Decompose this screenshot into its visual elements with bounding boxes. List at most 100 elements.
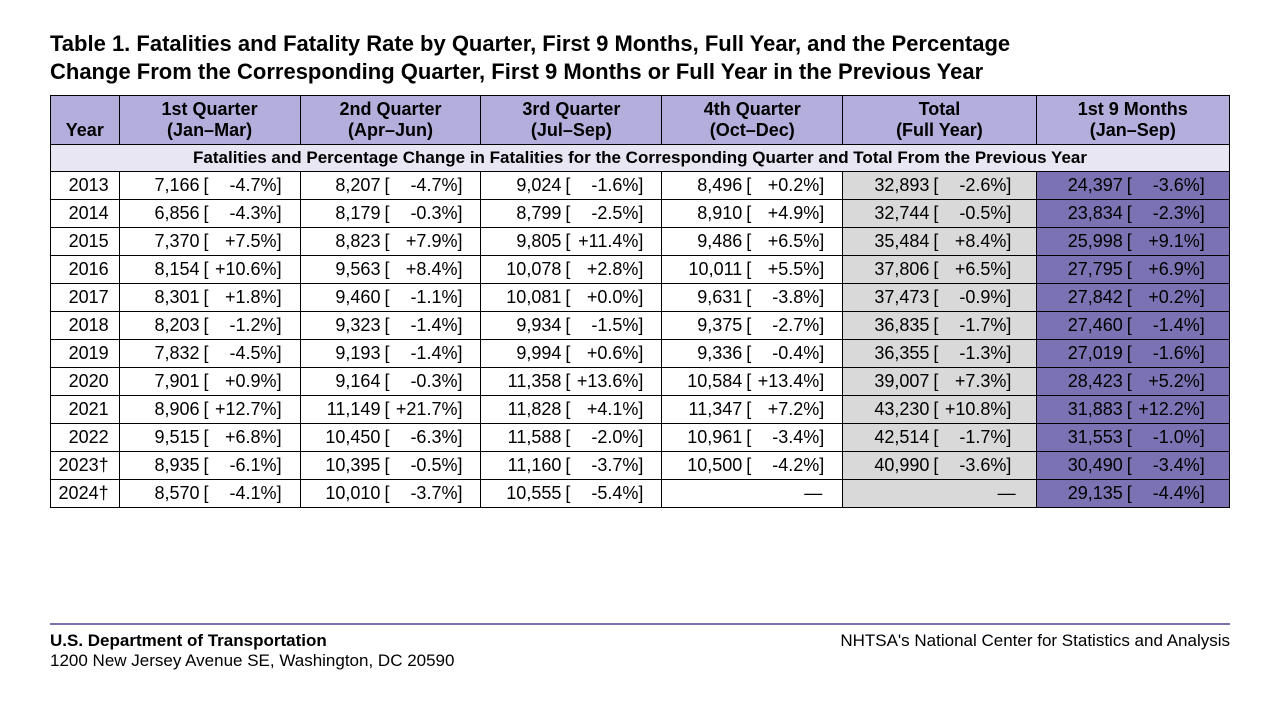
data-cell: 8,823 [+7.9%]	[300, 228, 481, 256]
year-cell: 2016	[51, 256, 120, 284]
data-cell: 9,486 [+6.5%]	[662, 228, 843, 256]
data-cell: 9,460 [-1.1%]	[300, 284, 481, 312]
col-total-b: (Full Year)	[896, 120, 983, 140]
col-q3-b: (Jul–Sep)	[531, 120, 612, 140]
table-row: 20178,301 [+1.8%]9,460 [-1.1%]10,081 [+0…	[51, 284, 1230, 312]
table-row: 20146,856 [-4.3%]8,179 [-0.3%]8,799 [-2.…	[51, 200, 1230, 228]
col-q3: 3rd Quarter (Jul–Sep)	[481, 96, 662, 145]
data-cell: 9,193 [-1.4%]	[300, 340, 481, 368]
col-q4-b: (Oct–Dec)	[710, 120, 795, 140]
data-cell: 7,832 [-4.5%]	[119, 340, 300, 368]
table-title: Table 1. Fatalities and Fatality Rate by…	[50, 30, 1230, 85]
data-cell: 9,515 [+6.8%]	[119, 424, 300, 452]
data-cell: 8,154 [+10.6%]	[119, 256, 300, 284]
year-cell: 2013	[51, 172, 120, 200]
table-row: 20188,203 [-1.2%]9,323 [-1.4%]9,934 [-1.…	[51, 312, 1230, 340]
data-cell: 11,347 [+7.2%]	[662, 396, 843, 424]
data-cell: 43,230 [+10.8%]	[843, 396, 1036, 424]
col-q2-b: (Apr–Jun)	[348, 120, 433, 140]
year-cell: 2017	[51, 284, 120, 312]
data-cell: —	[843, 480, 1036, 508]
data-cell: 24,397 [-3.6%]	[1036, 172, 1229, 200]
col-q1-a: 1st Quarter	[162, 99, 258, 119]
data-cell: 10,555 [-5.4%]	[481, 480, 662, 508]
year-cell: 2022	[51, 424, 120, 452]
data-cell: 10,078 [+2.8%]	[481, 256, 662, 284]
year-cell: 2019	[51, 340, 120, 368]
footer-row: U.S. Department of Transportation 1200 N…	[50, 631, 1230, 671]
data-cell: 11,588 [-2.0%]	[481, 424, 662, 452]
data-cell: 39,007 [+7.3%]	[843, 368, 1036, 396]
data-cell: 32,744 [-0.5%]	[843, 200, 1036, 228]
footer-addr: 1200 New Jersey Avenue SE, Washington, D…	[50, 651, 454, 671]
data-cell: 28,423 [+5.2%]	[1036, 368, 1229, 396]
col-q2: 2nd Quarter (Apr–Jun)	[300, 96, 481, 145]
data-cell: 10,081 [+0.0%]	[481, 284, 662, 312]
table-row: 20218,906 [+12.7%]11,149 [+21.7%]11,828 …	[51, 396, 1230, 424]
data-cell: 9,994 [+0.6%]	[481, 340, 662, 368]
table-row: 20168,154 [+10.6%]9,563 [+8.4%]10,078 [+…	[51, 256, 1230, 284]
data-cell: 9,934 [-1.5%]	[481, 312, 662, 340]
title-line-2: Change From the Corresponding Quarter, F…	[50, 59, 983, 84]
data-cell: 27,842 [+0.2%]	[1036, 284, 1229, 312]
data-cell: 27,460 [-1.4%]	[1036, 312, 1229, 340]
col-q4-a: 4th Quarter	[704, 99, 801, 119]
data-cell: 23,834 [-2.3%]	[1036, 200, 1229, 228]
fatalities-table: Year 1st Quarter (Jan–Mar) 2nd Quarter (…	[50, 95, 1230, 508]
col-q3-a: 3rd Quarter	[522, 99, 620, 119]
data-cell: 10,584 [+13.4%]	[662, 368, 843, 396]
table-row: 20137,166 [-4.7%]8,207 [-4.7%]9,024 [-1.…	[51, 172, 1230, 200]
col-total-a: Total	[919, 99, 961, 119]
data-cell: 8,179 [-0.3%]	[300, 200, 481, 228]
col-q2-a: 2nd Quarter	[339, 99, 441, 119]
data-cell: 9,631 [-3.8%]	[662, 284, 843, 312]
data-cell: 11,160 [-3.7%]	[481, 452, 662, 480]
footer-right: NHTSA's National Center for Statistics a…	[840, 631, 1230, 671]
data-cell: 29,135 [-4.4%]	[1036, 480, 1229, 508]
year-cell: 2024†	[51, 480, 120, 508]
data-cell: 10,010 [-3.7%]	[300, 480, 481, 508]
page-footer: U.S. Department of Transportation 1200 N…	[50, 623, 1230, 671]
page: Table 1. Fatalities and Fatality Rate by…	[0, 0, 1280, 711]
table-row: 2024†8,570 [-4.1%]10,010 [-3.7%]10,555 […	[51, 480, 1230, 508]
data-cell: 31,883 [+12.2%]	[1036, 396, 1229, 424]
data-cell: 36,355 [-1.3%]	[843, 340, 1036, 368]
data-cell: 11,149 [+21.7%]	[300, 396, 481, 424]
data-cell: 9,024 [-1.6%]	[481, 172, 662, 200]
data-cell: 25,998 [+9.1%]	[1036, 228, 1229, 256]
data-cell: 8,935 [-6.1%]	[119, 452, 300, 480]
data-cell: 8,570 [-4.1%]	[119, 480, 300, 508]
data-cell: 10,961 [-3.4%]	[662, 424, 843, 452]
footer-left: U.S. Department of Transportation 1200 N…	[50, 631, 454, 671]
year-cell: 2021	[51, 396, 120, 424]
table-row: 20207,901 [+0.9%]9,164 [-0.3%]11,358 [+1…	[51, 368, 1230, 396]
data-cell: 35,484 [+8.4%]	[843, 228, 1036, 256]
data-cell: 10,395 [-0.5%]	[300, 452, 481, 480]
year-cell: 2018	[51, 312, 120, 340]
table-row: 20157,370 [+7.5%]8,823 [+7.9%]9,805 [+11…	[51, 228, 1230, 256]
data-cell: 11,358 [+13.6%]	[481, 368, 662, 396]
data-cell: 8,207 [-4.7%]	[300, 172, 481, 200]
data-cell: 8,496 [+0.2%]	[662, 172, 843, 200]
year-cell: 2020	[51, 368, 120, 396]
col-nine-a: 1st 9 Months	[1078, 99, 1188, 119]
data-cell: 40,990 [-3.6%]	[843, 452, 1036, 480]
data-cell: 7,166 [-4.7%]	[119, 172, 300, 200]
col-q4: 4th Quarter (Oct–Dec)	[662, 96, 843, 145]
year-cell: 2023†	[51, 452, 120, 480]
col-nine: 1st 9 Months (Jan–Sep)	[1036, 96, 1229, 145]
data-cell: 7,370 [+7.5%]	[119, 228, 300, 256]
data-cell: 31,553 [-1.0%]	[1036, 424, 1229, 452]
data-cell: 27,019 [-1.6%]	[1036, 340, 1229, 368]
data-cell: 6,856 [-4.3%]	[119, 200, 300, 228]
footer-rule	[50, 623, 1230, 625]
data-cell: 9,323 [-1.4%]	[300, 312, 481, 340]
col-year-label: Year	[66, 120, 104, 140]
data-cell: 10,500 [-4.2%]	[662, 452, 843, 480]
data-cell: 8,799 [-2.5%]	[481, 200, 662, 228]
data-cell: 37,806 [+6.5%]	[843, 256, 1036, 284]
subheader-cell: Fatalities and Percentage Change in Fata…	[51, 145, 1230, 172]
year-cell: 2014	[51, 200, 120, 228]
data-cell: 8,301 [+1.8%]	[119, 284, 300, 312]
subheader-row: Fatalities and Percentage Change in Fata…	[51, 145, 1230, 172]
